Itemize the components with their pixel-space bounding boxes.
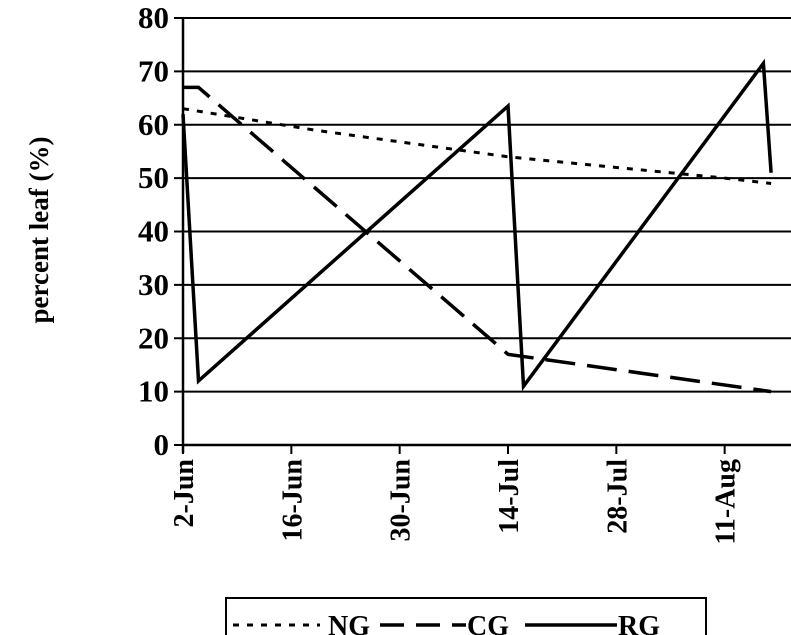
y-tick-label: 30 [138,267,169,302]
y-tick-label: 50 [138,160,169,195]
y-tick-label: 80 [138,0,169,35]
series-line-rg [181,58,773,392]
legend-label-cg: CG [467,611,509,635]
x-tick-label: 16-Jun [277,459,308,542]
x-tick-label: 28-Jul [602,459,633,534]
legend-label-ng: NG [328,611,370,635]
legend-box [225,597,707,635]
y-tick-labels: 0 10 20 30 40 50 60 70 80 [138,0,169,462]
y-tick-label: 60 [138,107,169,142]
x-tick-labels: 2-Jun 16-Jun 30-Jun 14-Jul 28-Jul 11-Aug [169,459,742,545]
x-tick-label: 14-Jul [494,459,525,534]
legend: NG CG RG [225,597,707,635]
series-lines [181,58,773,394]
x-tick-label: 30-Jun [386,459,417,542]
y-tick-label: 0 [154,427,170,462]
y-axis-label: percent leaf (%) [24,137,54,324]
legend-label-rg: RG [618,611,660,635]
y-tick-label: 20 [138,320,169,355]
y-tick-label: 70 [138,53,169,88]
x-tick-label: 2-Jun [169,459,200,528]
axes [174,17,791,454]
series-line-ng [182,107,772,185]
y-tick-label: 10 [138,374,169,409]
series-line-cg [183,85,772,394]
x-tick-label: 11-Aug [711,459,742,545]
y-tick-label: 40 [138,214,169,249]
